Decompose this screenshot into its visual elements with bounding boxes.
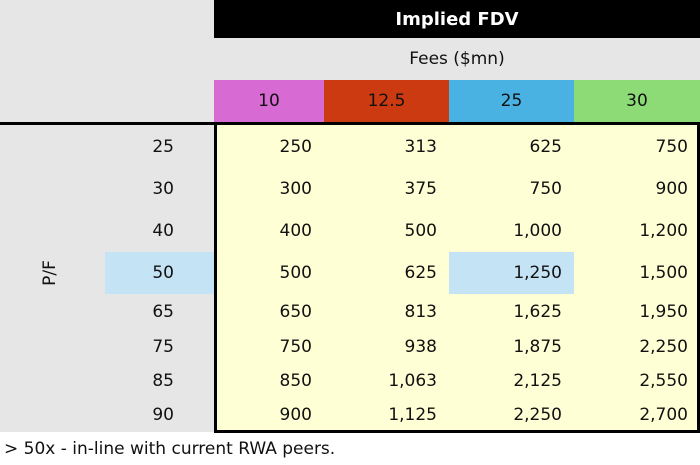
cell: 625: [404, 263, 437, 283]
cell: 2,550: [639, 370, 688, 391]
cell: 2,250: [513, 404, 562, 425]
left-panel: [0, 0, 214, 432]
row-label: 75: [152, 337, 174, 357]
cell: 750: [655, 136, 688, 157]
cell: 1,063: [388, 370, 437, 391]
cell: 1,200: [639, 221, 688, 241]
cell: 375: [404, 179, 437, 199]
cell: 1,875: [513, 337, 562, 357]
cell: 750: [279, 337, 312, 357]
cell: 1,250: [449, 252, 574, 294]
cell: 900: [279, 404, 312, 425]
cell: 1,950: [639, 302, 688, 322]
cell: 900: [655, 179, 688, 199]
cell: 625: [529, 136, 562, 157]
cell: 500: [279, 263, 312, 283]
row-label: 85: [152, 370, 174, 391]
cell: 850: [279, 370, 312, 391]
row-label: 65: [152, 302, 174, 322]
cell: 1,000: [513, 221, 562, 241]
cell: 313: [404, 136, 437, 157]
row-label: 30: [152, 179, 174, 199]
cell: 750: [529, 179, 562, 199]
table-border: [214, 122, 700, 433]
cell: 1,625: [513, 302, 562, 322]
row-header: P/F: [40, 260, 60, 286]
column-header: 25: [449, 80, 574, 122]
cell: 2,250: [639, 337, 688, 357]
cell: 813: [404, 302, 437, 322]
cell: 1,125: [388, 404, 437, 425]
column-header: 10: [214, 80, 324, 122]
cell: 500: [404, 221, 437, 241]
cell: 400: [279, 221, 312, 241]
subtitle: Fees ($mn): [214, 38, 700, 80]
column-header: 12.5: [324, 80, 449, 122]
cell: 300: [279, 179, 312, 199]
cell: 2,125: [513, 370, 562, 391]
row-label: 90: [152, 404, 174, 425]
row-label: 25: [152, 136, 174, 157]
cell: 938: [404, 337, 437, 357]
cell: 1,500: [639, 263, 688, 283]
title: Implied FDV: [214, 0, 700, 38]
column-header: 30: [574, 80, 700, 122]
footnote: > 50x - in-line with current RWA peers.: [4, 439, 336, 459]
cell: 650: [279, 302, 312, 322]
cell: 2,700: [639, 404, 688, 425]
cell: 250: [279, 136, 312, 157]
row-label: 40: [152, 221, 174, 241]
row-label: 50: [105, 252, 214, 294]
